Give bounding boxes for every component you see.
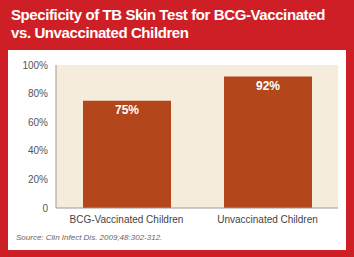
svg-text:100%: 100% xyxy=(22,60,48,71)
html-text:Specificity of TB Skin Test fo: Specificity of TB Skin Test for BCG-Vacc… xyxy=(11,6,325,41)
svg-text:92%: 92% xyxy=(256,79,280,93)
html-text:Source: Clin Infect Dis. 2009;: Source: Clin Infect Dis. 2009;48:302-312… xyxy=(16,233,163,242)
svg-text:60%: 60% xyxy=(28,117,48,128)
svg-text:0: 0 xyxy=(42,203,48,214)
svg-text:20%: 20% xyxy=(28,174,48,185)
svg-text:40%: 40% xyxy=(28,145,48,156)
svg-text:Unvaccinated Children: Unvaccinated Children xyxy=(217,214,318,225)
svg-text:BCG-Vaccinated Children: BCG-Vaccinated Children xyxy=(70,214,184,225)
svg-text:75%: 75% xyxy=(115,103,139,117)
svg-text:80%: 80% xyxy=(28,88,48,99)
